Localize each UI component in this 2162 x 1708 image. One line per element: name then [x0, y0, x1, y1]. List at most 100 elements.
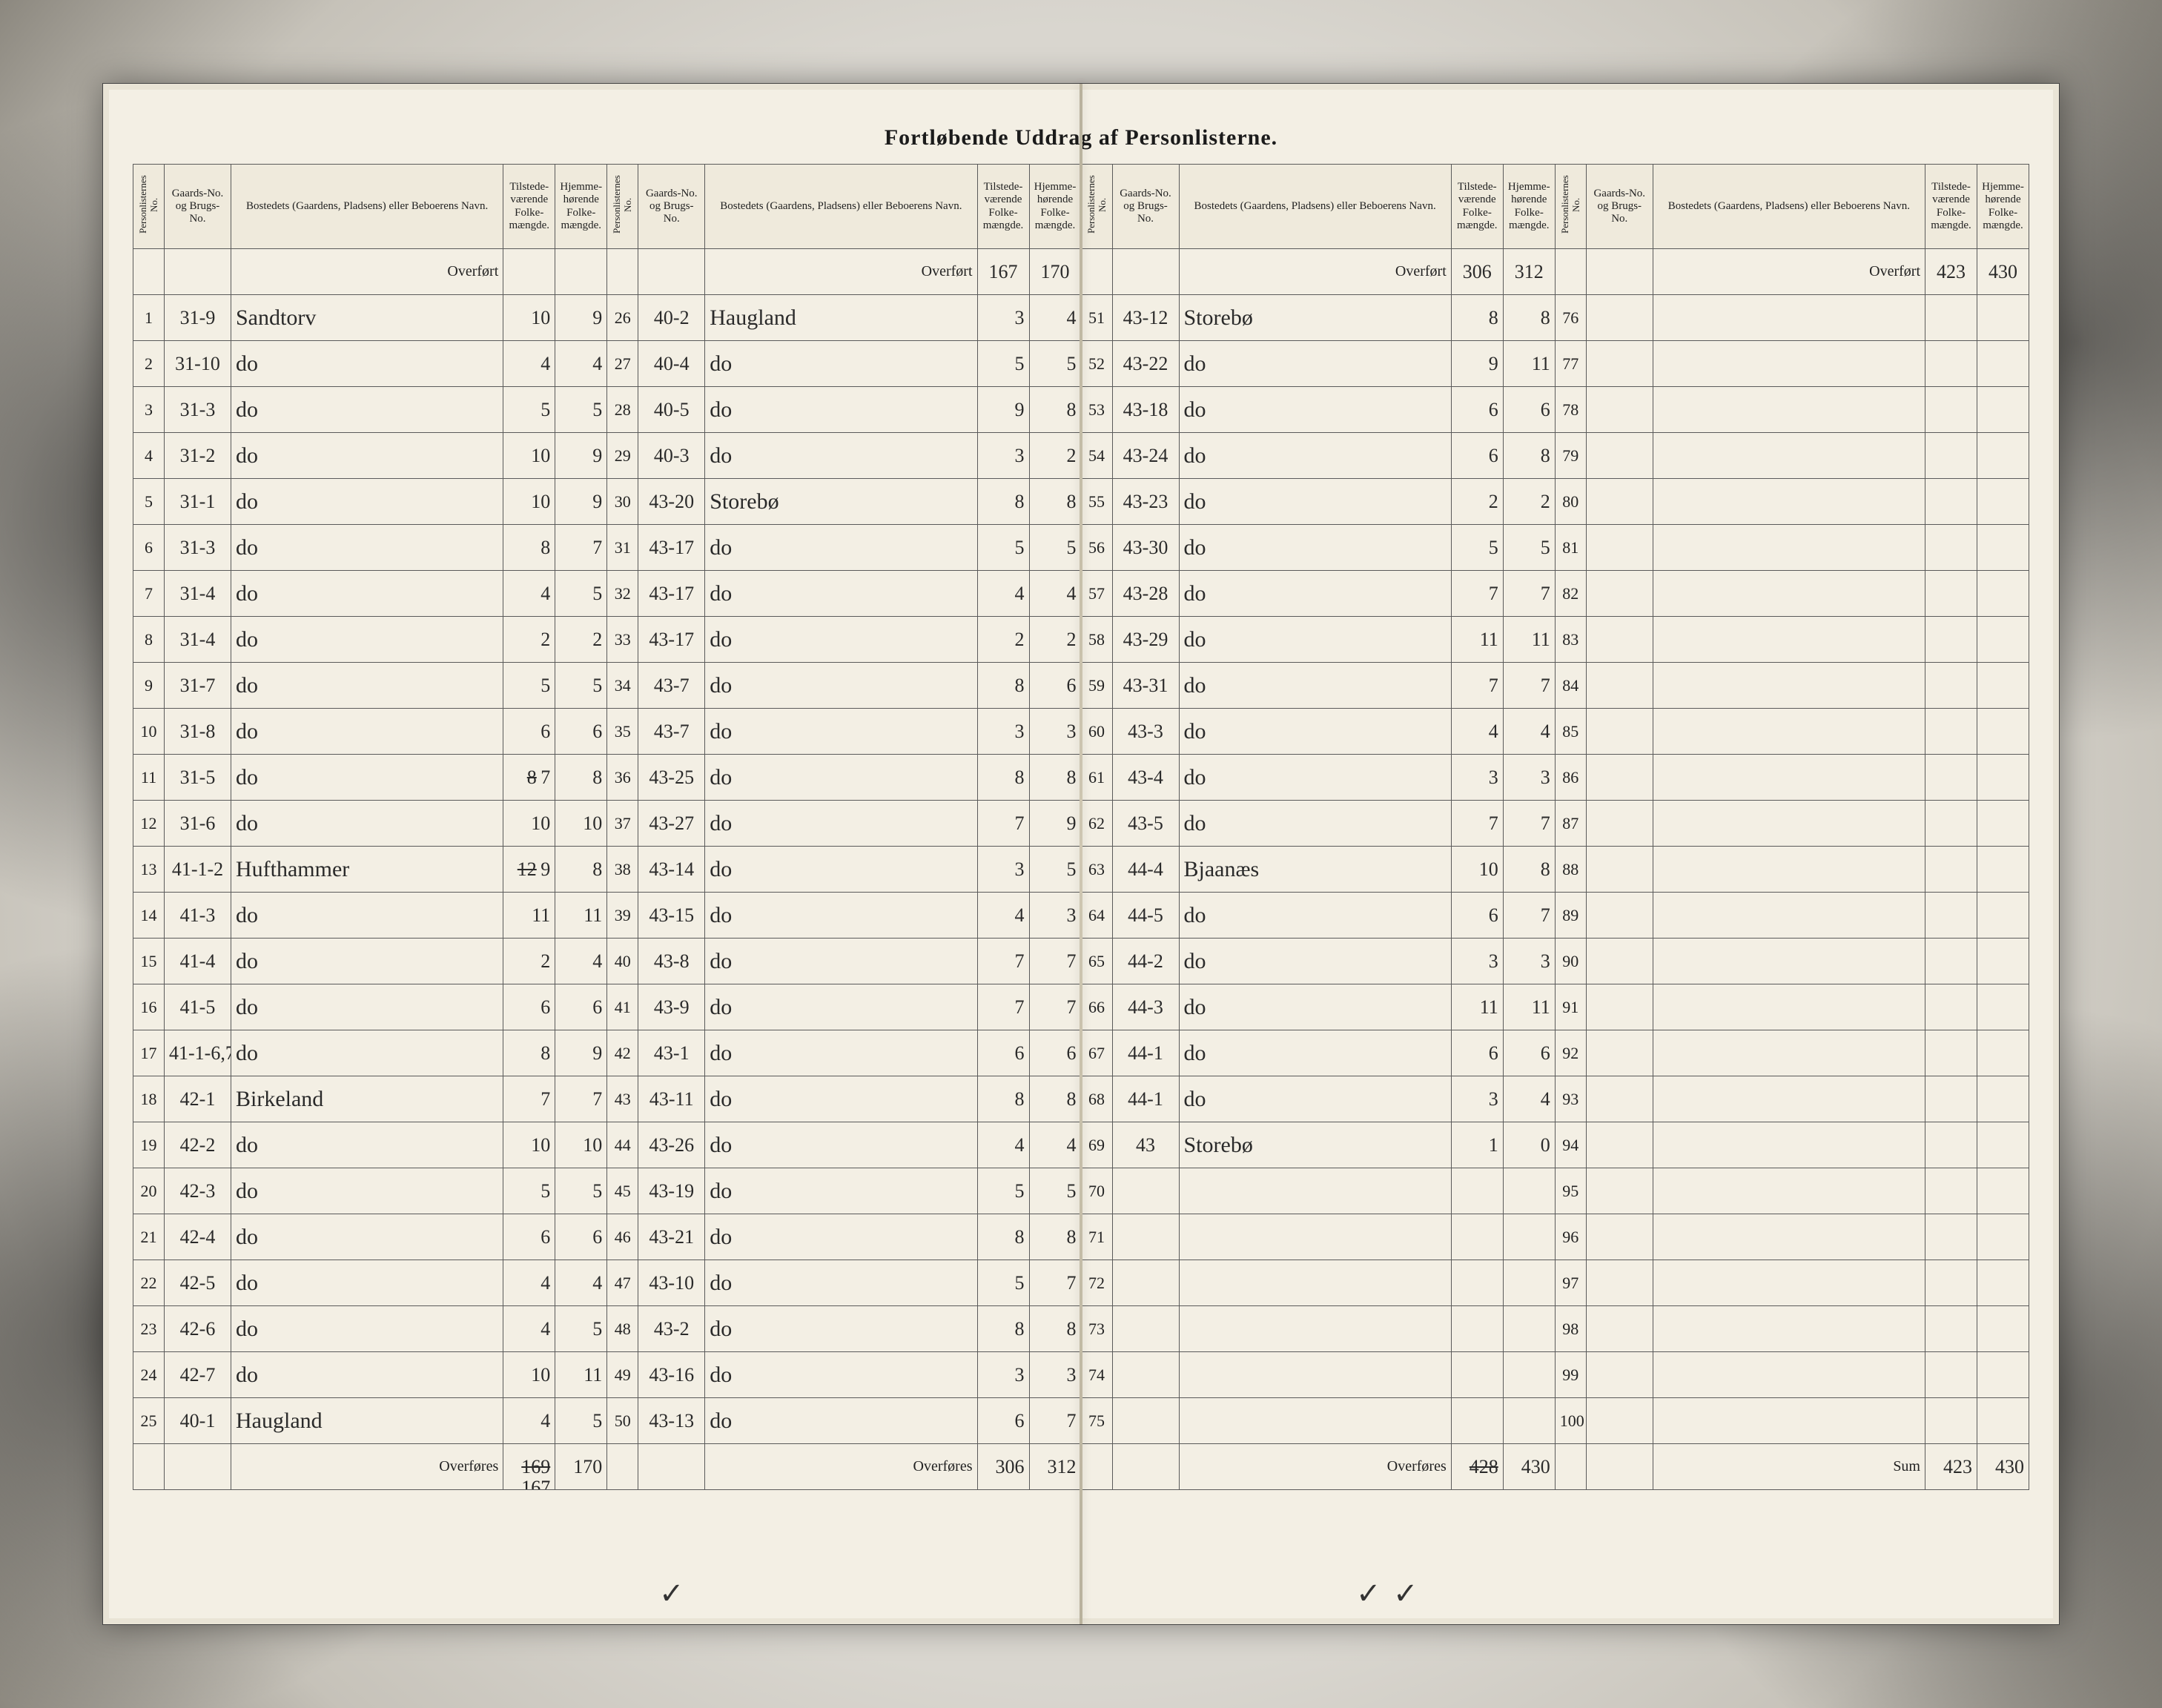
gaard-no: 43-18 [1112, 387, 1179, 433]
tilstede: 8 [977, 663, 1029, 709]
row-index: 81 [1555, 525, 1586, 571]
tilstede [1925, 295, 1977, 341]
bosted-name: do [1179, 387, 1451, 433]
tilstede [1925, 1352, 1977, 1398]
hjemme: 0 [1503, 1122, 1555, 1168]
tilstede: 11 [503, 893, 555, 939]
tilstede [1925, 387, 1977, 433]
gaard [1586, 249, 1653, 295]
tilstede [1925, 433, 1977, 479]
gaard-no: 43-30 [1112, 525, 1179, 571]
bosted-name: Haugland [231, 1398, 503, 1444]
row-index: 32 [607, 571, 638, 617]
hjemme [1977, 1306, 2029, 1352]
bosted-name: do [231, 1030, 503, 1076]
tilstede [1925, 984, 1977, 1030]
gaard-no: 43-31 [1112, 663, 1179, 709]
hjemme [1977, 433, 2029, 479]
tilstede: 3 [977, 709, 1029, 755]
gaard-no: 43-22 [1112, 341, 1179, 387]
bosted-name: do [705, 525, 977, 571]
gaard-no: 43-7 [638, 709, 705, 755]
row-index: 10 [133, 709, 165, 755]
bosted-name: do [1179, 617, 1451, 663]
hjemme [1977, 709, 2029, 755]
ledger-book: Fortløbende Uddrag af Personlisterne. Pe… [102, 83, 2060, 1625]
bosted-name: do [231, 709, 503, 755]
row-index: 39 [607, 893, 638, 939]
bosted-name [1653, 984, 1925, 1030]
row-index: 98 [1555, 1306, 1586, 1352]
hjemme: 8 [1029, 387, 1081, 433]
gaard-no: 44-2 [1112, 939, 1179, 984]
gaard-no: 43-26 [638, 1122, 705, 1168]
hjemme: 11 [1503, 984, 1555, 1030]
hjemme: 4 [1029, 1122, 1081, 1168]
tilstede: 3 [977, 847, 1029, 893]
bosted-name: do [705, 571, 977, 617]
tilstede: 6 [1451, 1030, 1503, 1076]
bosted-name: Storebø [1179, 1122, 1451, 1168]
bosted-name: do [231, 1306, 503, 1352]
gaard-no [1586, 709, 1653, 755]
gaard-no: 43-10 [638, 1260, 705, 1306]
gaard-no: 44-1 [1112, 1030, 1179, 1076]
hjemme: 9 [555, 479, 607, 525]
row-index: 8 [133, 617, 165, 663]
row-index: 40 [607, 939, 638, 984]
row-index: 20 [133, 1168, 165, 1214]
gaard-no [1112, 1260, 1179, 1306]
gaard-no: 43-17 [638, 617, 705, 663]
col-header: Personlisternes No. [133, 165, 165, 249]
gaard [165, 1444, 231, 1490]
bosted-name [1653, 387, 1925, 433]
gaard-no [1586, 847, 1653, 893]
row-index: 70 [1081, 1168, 1112, 1214]
bosted-name: do [231, 1352, 503, 1398]
bosted-name: do [705, 1076, 977, 1122]
gaard-no: 41-5 [165, 984, 231, 1030]
tilstede: 7 [977, 801, 1029, 847]
hjemme: 9 [1029, 801, 1081, 847]
idx [1081, 1444, 1112, 1490]
tick-mark: ✓ [1393, 1576, 1418, 1611]
gaard-no: 43-1 [638, 1030, 705, 1076]
bosted-name: do [705, 893, 977, 939]
tilstede [1925, 847, 1977, 893]
row-index: 46 [607, 1214, 638, 1260]
row-index: 44 [607, 1122, 638, 1168]
gaard-no [1586, 893, 1653, 939]
row-index: 54 [1081, 433, 1112, 479]
tilstede: 8 [977, 1214, 1029, 1260]
row-index: 52 [1081, 341, 1112, 387]
row-index: 80 [1555, 479, 1586, 525]
tilstede: 5 [977, 525, 1029, 571]
tilstede [1925, 525, 1977, 571]
gaard-no: 43-25 [638, 755, 705, 801]
row-index: 68 [1081, 1076, 1112, 1122]
hjemme: 7 [1503, 663, 1555, 709]
tilstede: 8 [977, 1076, 1029, 1122]
bosted-name [1179, 1260, 1451, 1306]
row-index: 50 [607, 1398, 638, 1444]
row-index: 9 [133, 663, 165, 709]
tilstede: 12 9 [503, 847, 555, 893]
hjemme: 6 [555, 709, 607, 755]
bosted-name: do [231, 939, 503, 984]
row-index: 56 [1081, 525, 1112, 571]
row-index: 73 [1081, 1306, 1112, 1352]
bosted-name: do [1179, 984, 1451, 1030]
bosted-name: do [1179, 801, 1451, 847]
col-header: Bostedets (Gaardens, Pladsens) eller Beb… [1179, 165, 1451, 249]
overfort-label: Overført [231, 249, 503, 295]
hjemme: 5 [555, 663, 607, 709]
carry-h: 170 [1029, 249, 1081, 295]
row-index: 61 [1081, 755, 1112, 801]
bosted-name [1653, 939, 1925, 984]
row-index: 95 [1555, 1168, 1586, 1214]
bosted-name: do [231, 571, 503, 617]
bosted-name: do [705, 984, 977, 1030]
row-index: 37 [607, 801, 638, 847]
gaard-no: 44-3 [1112, 984, 1179, 1030]
hjemme: 6 [555, 984, 607, 1030]
